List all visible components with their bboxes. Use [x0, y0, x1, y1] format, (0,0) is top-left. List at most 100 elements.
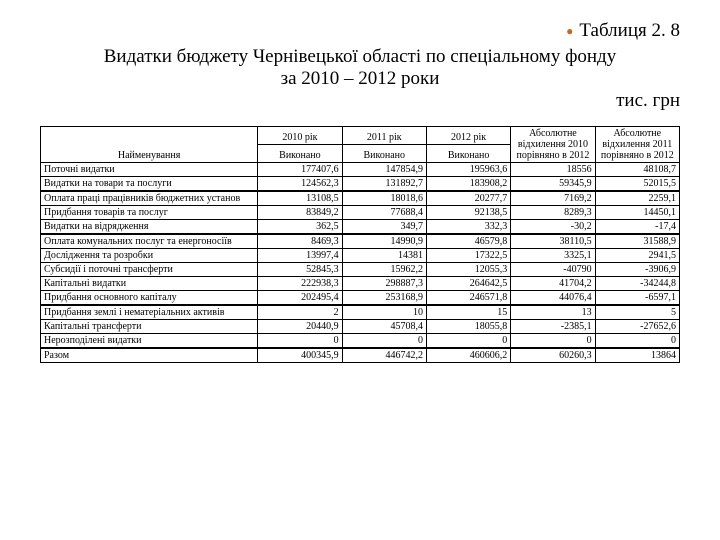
units-label: тис. грн [40, 90, 680, 112]
table-row: Субсидії і поточні трансферти52845,31596… [41, 263, 680, 277]
table-row: Дослідження та розробки13997,41438117322… [41, 249, 680, 263]
row-value: 222938,3 [258, 277, 342, 291]
row-value: 18055,8 [426, 320, 510, 334]
row-value: 52015,5 [595, 177, 679, 192]
table-row: Видатки на відрядження362,5349,7332,3-30… [41, 220, 680, 235]
row-name: Придбання товарів та послуг [41, 206, 258, 220]
row-value: 48108,7 [595, 163, 679, 177]
table-number: ●Таблиця 2. 8 [40, 20, 680, 42]
row-value: 264642,5 [426, 277, 510, 291]
row-value: 2941,5 [595, 249, 679, 263]
row-value: 14990,9 [342, 234, 426, 249]
row-value: 15 [426, 305, 510, 320]
row-value: 31588,9 [595, 234, 679, 249]
row-value: 14450,1 [595, 206, 679, 220]
table-row: Капітальні видатки222938,3298887,3264642… [41, 277, 680, 291]
row-value: 46579,8 [426, 234, 510, 249]
row-value: 246571,8 [426, 291, 510, 306]
table-row: Оплата комунальних послуг та енергоносії… [41, 234, 680, 249]
row-value: 8469,3 [258, 234, 342, 249]
row-value: 202495,4 [258, 291, 342, 306]
row-name: Дослідження та розробки [41, 249, 258, 263]
row-value: -27652,6 [595, 320, 679, 334]
table-row: Нерозподілені видатки00000 [41, 334, 680, 349]
row-value: 17322,5 [426, 249, 510, 263]
row-value: 92138,5 [426, 206, 510, 220]
row-value: 77688,4 [342, 206, 426, 220]
row-value: 332,3 [426, 220, 510, 235]
row-value: 60260,3 [511, 348, 595, 363]
row-value: -30,2 [511, 220, 595, 235]
row-name: Нерозподілені видатки [41, 334, 258, 349]
row-value: 0 [342, 334, 426, 349]
row-value: 13108,5 [258, 191, 342, 206]
row-value: 12055,3 [426, 263, 510, 277]
row-value: 349,7 [342, 220, 426, 235]
row-name: Придбання землі і нематеріальних активів [41, 305, 258, 320]
row-value: 362,5 [258, 220, 342, 235]
row-value: 20277,7 [426, 191, 510, 206]
table-row: Оплата праці працівників бюджетних устан… [41, 191, 680, 206]
col-2011: 2011 рік [342, 127, 426, 145]
row-value: -40790 [511, 263, 595, 277]
row-value: 13997,4 [258, 249, 342, 263]
col-exec-2: Виконано [342, 145, 426, 163]
table-row: Придбання землі і нематеріальних активів… [41, 305, 680, 320]
data-table: Найменування 2010 рік 2011 рік 2012 рік … [40, 126, 680, 363]
col-dev2011: Абсолютне відхилення 2011 порівняно в 20… [595, 127, 679, 163]
row-value: 52845,3 [258, 263, 342, 277]
row-value: 8289,3 [511, 206, 595, 220]
row-value: 0 [511, 334, 595, 349]
table-row: Капітальні трансферти20440,945708,418055… [41, 320, 680, 334]
title-line-2: Видатки бюджету Чернівецької області по … [40, 46, 680, 68]
row-value: 18018,6 [342, 191, 426, 206]
row-value: 124562,3 [258, 177, 342, 192]
row-value: 2259,1 [595, 191, 679, 206]
table-row: Разом400345,9446742,2460606,260260,31386… [41, 348, 680, 363]
row-value: 14381 [342, 249, 426, 263]
row-value: 13864 [595, 348, 679, 363]
row-value: -6597,1 [595, 291, 679, 306]
row-value: 38110,5 [511, 234, 595, 249]
row-value: 18556 [511, 163, 595, 177]
col-2012: 2012 рік [426, 127, 510, 145]
row-value: 0 [595, 334, 679, 349]
row-value: 177407,6 [258, 163, 342, 177]
bullet-icon: ● [566, 24, 573, 38]
row-name: Видатки на товари та послуги [41, 177, 258, 192]
row-value: 20440,9 [258, 320, 342, 334]
row-name: Оплата праці працівників бюджетних устан… [41, 191, 258, 206]
col-exec-1: Виконано [258, 145, 342, 163]
col-exec-3: Виконано [426, 145, 510, 163]
row-value: 7169,2 [511, 191, 595, 206]
row-value: -3906,9 [595, 263, 679, 277]
row-value: 44076,4 [511, 291, 595, 306]
row-value: 460606,2 [426, 348, 510, 363]
table-row: Видатки на товари та послуги124562,31318… [41, 177, 680, 192]
row-value: 59345,9 [511, 177, 595, 192]
col-2010: 2010 рік [258, 127, 342, 145]
row-value: 15962,2 [342, 263, 426, 277]
table-row: Поточні видатки177407,6147854,9195963,61… [41, 163, 680, 177]
row-value: 2 [258, 305, 342, 320]
row-value: -34244,8 [595, 277, 679, 291]
row-value: 147854,9 [342, 163, 426, 177]
row-value: 446742,2 [342, 348, 426, 363]
row-value: 45708,4 [342, 320, 426, 334]
row-value: 3325,1 [511, 249, 595, 263]
row-name: Разом [41, 348, 258, 363]
row-value: 183908,2 [426, 177, 510, 192]
row-value: 0 [258, 334, 342, 349]
row-name: Капітальні трансферти [41, 320, 258, 334]
row-value: 400345,9 [258, 348, 342, 363]
row-value: 131892,7 [342, 177, 426, 192]
row-name: Оплата комунальних послуг та енергоносії… [41, 234, 258, 249]
table-row: Придбання товарів та послуг83849,277688,… [41, 206, 680, 220]
row-value: 253168,9 [342, 291, 426, 306]
row-value: 0 [426, 334, 510, 349]
row-name: Поточні видатки [41, 163, 258, 177]
row-name: Капітальні видатки [41, 277, 258, 291]
row-value: -17,4 [595, 220, 679, 235]
row-value: 83849,2 [258, 206, 342, 220]
row-value: 41704,2 [511, 277, 595, 291]
